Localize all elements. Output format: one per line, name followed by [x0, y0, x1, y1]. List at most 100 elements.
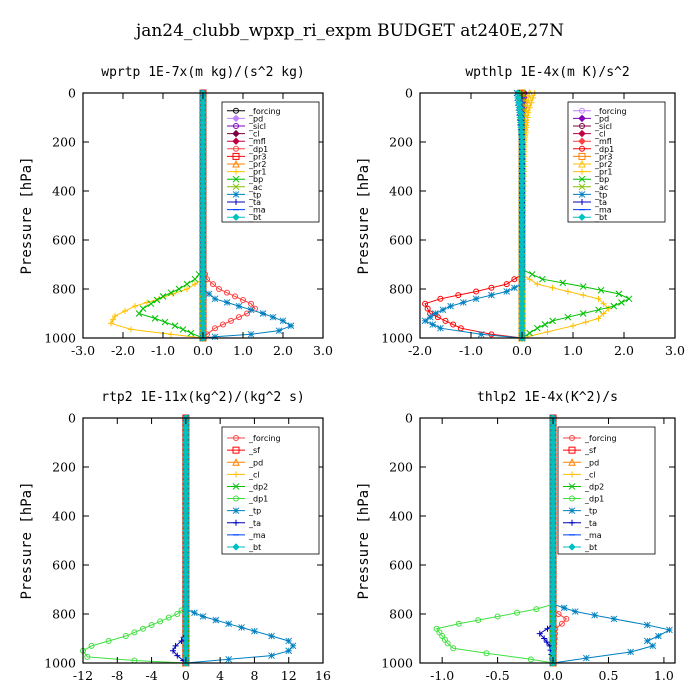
legend-entry: _tp	[227, 507, 261, 516]
legend-marker	[568, 458, 576, 466]
legend-entry: _tp	[227, 190, 261, 199]
data-point	[171, 322, 179, 330]
data-point	[627, 648, 634, 656]
data-point	[503, 288, 511, 295]
data-point	[174, 611, 181, 617]
data-point	[128, 326, 134, 333]
legend-entry: _sf	[227, 446, 260, 455]
y-axis-label: Pressure [hPa]	[356, 481, 372, 599]
legend-entry: _cl	[227, 130, 260, 139]
legend-label: _forcing	[594, 107, 627, 116]
legend-label: _dp1	[594, 145, 614, 154]
series-dp1	[433, 415, 557, 666]
data-point	[560, 604, 568, 612]
legend-marker	[568, 543, 576, 551]
series-tp	[421, 89, 526, 342]
legend-label: _cl	[248, 130, 260, 139]
data-point	[110, 316, 116, 323]
data-point	[161, 318, 169, 326]
data-point	[269, 313, 277, 321]
legend: _forcing_pd_sicl_cl_mfl_dp1_pr3_pr2_pr1_…	[221, 101, 320, 223]
x-tick-label: 0.5	[599, 668, 619, 683]
data-point	[436, 629, 443, 636]
x-tick-label: -1.0	[430, 668, 454, 683]
data-point	[439, 633, 446, 640]
data-point	[503, 281, 510, 288]
legend-marker	[578, 137, 586, 145]
legend-entry: _bt	[227, 213, 261, 222]
y-tick-label: 400	[52, 509, 76, 524]
data-point	[212, 325, 218, 332]
data-point	[536, 630, 543, 637]
data-point	[178, 637, 185, 644]
legend-box	[221, 426, 320, 555]
legend-marker	[232, 137, 240, 145]
data-point	[211, 333, 219, 341]
legend: _forcing _sf _pd _cl _dp2 _dp1 _tp _ta _ma _bt	[557, 426, 656, 555]
legend-marker	[568, 507, 576, 514]
data-point	[183, 280, 191, 288]
legend-marker	[232, 543, 240, 551]
y-tick-label: 1000	[381, 656, 413, 671]
legend-entry: _bt	[227, 543, 261, 552]
data-point	[595, 306, 602, 314]
data-point	[597, 286, 605, 294]
data-point	[488, 284, 495, 291]
data-point	[105, 637, 112, 644]
y-tick-label: 0	[68, 86, 76, 101]
y-tick-label: 200	[389, 460, 413, 475]
legend-label: _bt	[248, 213, 261, 222]
data-point	[544, 328, 551, 335]
data-point	[579, 310, 587, 317]
legend-label: _pr3	[594, 152, 612, 161]
data-point	[591, 611, 598, 619]
legend-marker	[569, 519, 575, 526]
data-point	[655, 632, 662, 640]
legend-marker	[569, 471, 575, 478]
legend-label: _pr3	[248, 152, 266, 161]
data-point	[259, 310, 267, 317]
data-point	[472, 295, 480, 303]
legend-label: _pr1	[248, 168, 266, 177]
legend-label: _ma	[594, 206, 612, 215]
y-tick-label: 200	[52, 135, 76, 150]
x-tick-label: 16	[315, 668, 331, 683]
series-bt	[199, 89, 207, 342]
legend-entry: _cl	[563, 470, 596, 479]
legend-entry: _forcing	[227, 107, 281, 116]
data-point	[543, 639, 550, 646]
data-point	[88, 642, 95, 649]
data-point	[546, 642, 553, 649]
legend-entry: _pr1	[227, 168, 266, 177]
data-point	[159, 292, 167, 300]
legend-marker	[232, 175, 240, 183]
legend-marker	[232, 213, 240, 221]
series-bt	[182, 414, 190, 667]
data-point	[225, 656, 233, 663]
data-point	[168, 331, 174, 338]
data-point	[457, 325, 464, 332]
data-point	[175, 285, 183, 293]
x-tick-label: 3.0	[313, 343, 333, 358]
data-point	[549, 284, 556, 291]
data-point	[174, 652, 181, 659]
data-point	[224, 289, 230, 296]
legend-marker	[578, 191, 586, 198]
legend-entry: _mfl	[227, 137, 266, 146]
x-tick-label: -12	[73, 668, 93, 683]
legend-entry: _sf	[563, 446, 596, 455]
data-point	[579, 283, 587, 290]
data-point	[429, 321, 437, 328]
data-point	[541, 321, 549, 328]
data-point	[240, 297, 246, 304]
data-point	[528, 270, 536, 278]
data-point	[205, 290, 213, 298]
legend-label: _dp2	[248, 482, 268, 491]
legend-entry: _pr2	[227, 159, 266, 169]
data-point	[289, 642, 297, 650]
y-tick-label: 800	[52, 607, 76, 622]
legend: _forcing _sf _pd _cl _dp2 _dp1 _tp _ta _ma _bt	[221, 426, 320, 555]
legend-marker	[232, 129, 240, 138]
data-point	[477, 331, 485, 338]
data-point	[580, 292, 587, 299]
